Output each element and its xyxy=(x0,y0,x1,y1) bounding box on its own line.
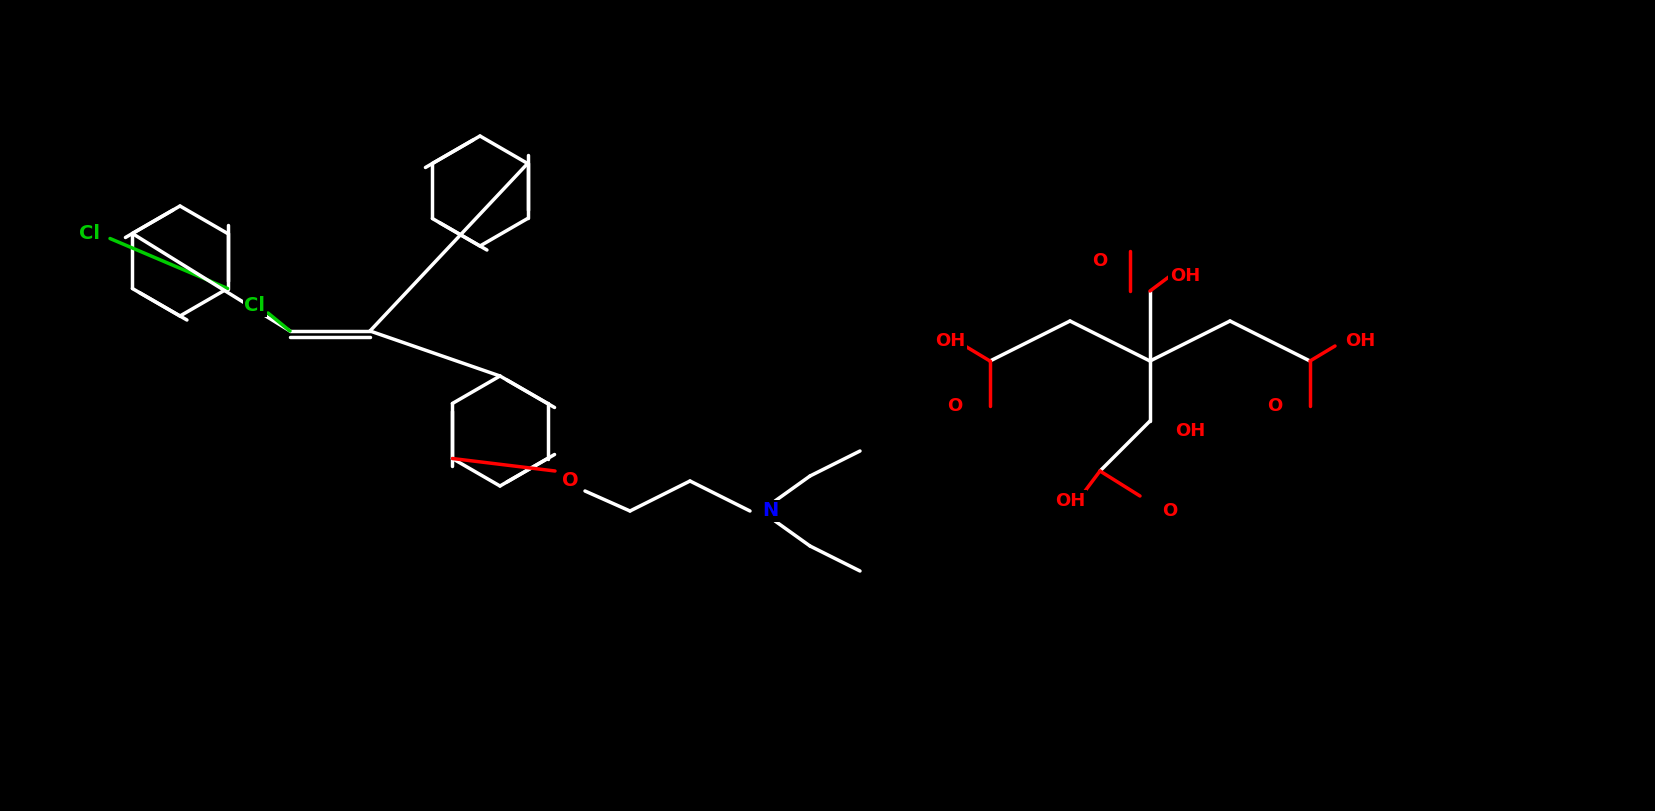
Text: OH: OH xyxy=(1344,332,1374,350)
Text: OH: OH xyxy=(1173,422,1205,440)
Text: O: O xyxy=(1266,397,1283,415)
Text: O: O xyxy=(947,397,962,415)
Text: O: O xyxy=(561,471,578,491)
Text: OH: OH xyxy=(1168,267,1200,285)
Text: O: O xyxy=(1162,502,1177,520)
Text: N: N xyxy=(761,501,778,521)
Text: OH: OH xyxy=(935,332,965,350)
Text: OH: OH xyxy=(1054,492,1084,510)
Text: Cl: Cl xyxy=(79,224,101,243)
Text: O: O xyxy=(1092,252,1107,270)
Text: Cl: Cl xyxy=(245,297,265,315)
